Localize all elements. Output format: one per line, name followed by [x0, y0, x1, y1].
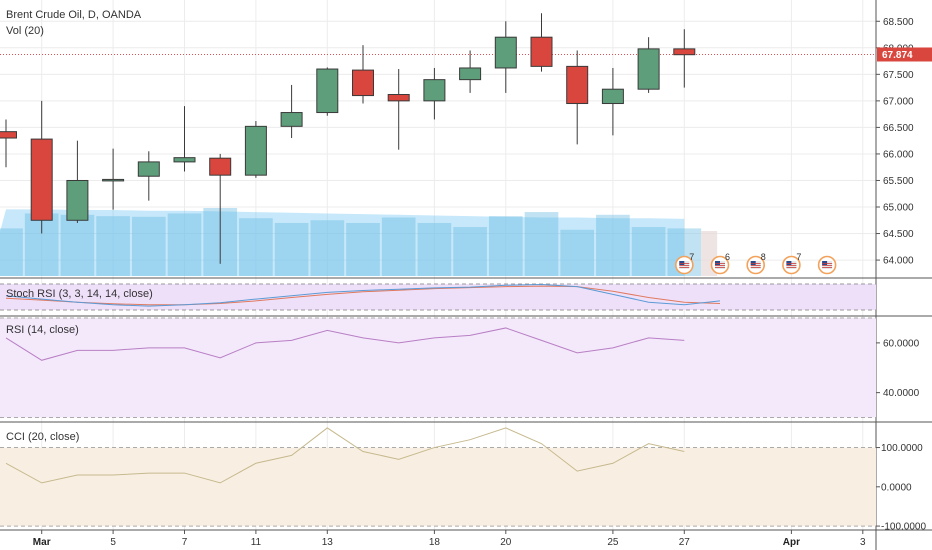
event-flag[interactable]: 7: [782, 252, 802, 275]
cci-line: [5, 427, 685, 484]
rsi-line: [5, 327, 685, 361]
volume-bar: [167, 213, 202, 276]
cci-tick-label: 100.0000: [881, 443, 923, 454]
candle-down: [530, 36, 553, 67]
us-flag-canton: [679, 261, 685, 265]
volume-layer: [0, 208, 718, 276]
candle-down: [387, 94, 410, 102]
event-flag[interactable]: 7: [674, 252, 695, 275]
volume-legend: Vol (20): [6, 25, 44, 37]
volume-ma-area: [0, 209, 685, 276]
time-tick-label: 11: [251, 537, 262, 548]
stoch-d-line: [5, 285, 721, 306]
cci-tick-label: 0.0000: [881, 482, 912, 493]
time-tick-label: 25: [607, 537, 619, 548]
last-price-tag: [877, 47, 932, 62]
rsi-tick-label: 40.0000: [883, 388, 920, 399]
candle-up: [423, 79, 446, 102]
us-flag-canton: [715, 261, 720, 265]
price-tick-label: 68.500: [883, 17, 914, 28]
volume-bar: [596, 214, 630, 276]
cci-legend: CCI (20, close): [6, 431, 79, 443]
event-count-label: 8: [761, 252, 766, 262]
volume-bar: [631, 227, 666, 276]
candle-down: [30, 138, 53, 221]
price-tick-label: 66.500: [883, 123, 914, 134]
time-tick-label: 27: [679, 537, 691, 548]
price-tick-label: 67.500: [883, 70, 914, 81]
chart-title: Brent Crude Oil, D, OANDA: [6, 9, 142, 21]
cci-band: [0, 447, 876, 527]
price-tick-label: 65.500: [883, 176, 914, 187]
volume-bar: [488, 216, 523, 276]
time-tick-label: 20: [500, 537, 512, 548]
candle-up: [173, 157, 196, 163]
time-tick-label: 3: [860, 537, 866, 548]
last-price-label: 67.874: [882, 50, 913, 61]
rsi-band: [0, 318, 876, 418]
candle-down: [566, 65, 589, 105]
candle-up: [601, 88, 624, 105]
volume-bar: [239, 218, 273, 276]
volume-bar: [560, 229, 595, 276]
stoch-rsi-legend: Stoch RSI (3, 3, 14, 14, close): [6, 288, 153, 300]
pane-backgrounds: [0, 283, 876, 527]
us-flag-canton: [822, 261, 828, 265]
event-count-label: 6: [725, 252, 730, 262]
candle-down: [209, 157, 232, 176]
rsi-legend: RSI (14, close): [6, 324, 79, 336]
us-flag-canton: [786, 261, 792, 265]
volume-bar: [346, 222, 380, 276]
event-count-label: 7: [796, 252, 801, 262]
us-flag-canton: [750, 261, 756, 265]
time-tick-label: 7: [182, 537, 188, 548]
time-tick-label: Apr: [783, 537, 800, 548]
volume-bar: [310, 220, 345, 276]
volume-bar: [417, 222, 452, 276]
price-tick-label: 64.500: [883, 229, 914, 240]
stoch-k-line: [5, 284, 721, 307]
candle-up: [102, 178, 125, 182]
rsi-tick-label: 60.0000: [883, 338, 920, 349]
candle-up: [137, 161, 160, 177]
candle-up: [494, 36, 517, 69]
candle-down: [0, 131, 17, 139]
price-tick-label: 67.000: [883, 96, 914, 107]
candle-up: [280, 112, 303, 127]
event-flag[interactable]: 8: [746, 252, 766, 275]
candle-up: [637, 48, 660, 90]
candle-up: [244, 125, 267, 176]
volume-bar: [381, 217, 416, 276]
candle-down: [673, 48, 696, 56]
price-tick-label: 66.000: [883, 149, 914, 160]
event-count-label: 7: [689, 252, 694, 262]
time-tick-label: 13: [322, 537, 334, 548]
candle-down: [352, 69, 374, 97]
time-tick-label: 5: [110, 537, 116, 548]
price-tick-label: 65.000: [883, 203, 914, 214]
volume-bar: [0, 228, 23, 276]
volume-bar: [274, 222, 309, 276]
event-flag[interactable]: 6: [710, 252, 731, 275]
time-tick-label: Mar: [33, 537, 51, 548]
candle-up: [459, 67, 482, 81]
candle-up: [66, 179, 89, 221]
volume-bar: [131, 216, 166, 276]
price-layer: [0, 13, 876, 264]
cci-tick-label: -100.0000: [881, 522, 926, 533]
volume-bar: [60, 214, 95, 276]
volume-bar: [96, 216, 130, 276]
time-tick-label: 18: [429, 537, 441, 548]
indicator-layer: [5, 284, 721, 484]
volume-bar: [524, 212, 559, 276]
event-layer[interactable]: 7 6 8 7: [674, 252, 837, 275]
candle-up: [316, 68, 339, 114]
event-flag[interactable]: [817, 255, 837, 275]
volume-bar: [453, 227, 487, 276]
axis-layer: 68.50068.00067.50067.00066.50066.00065.5…: [33, 17, 932, 548]
price-tick-label: 64.000: [883, 256, 914, 267]
